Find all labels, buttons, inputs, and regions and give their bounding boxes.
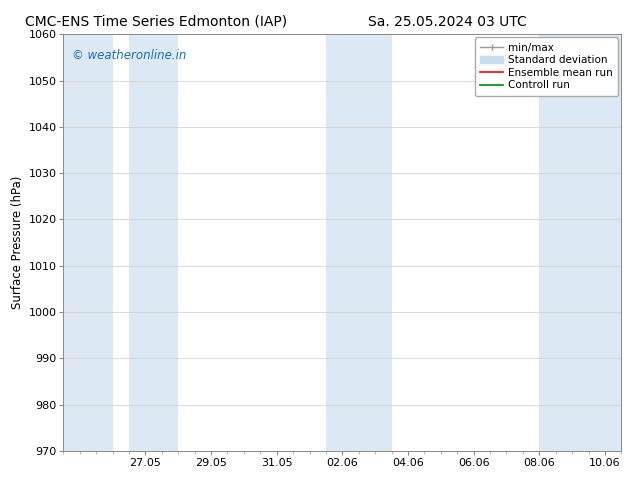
Text: CMC-ENS Time Series Edmonton (IAP): CMC-ENS Time Series Edmonton (IAP) <box>25 15 287 29</box>
Bar <box>326 34 392 451</box>
Bar <box>129 34 178 451</box>
Bar <box>540 34 634 451</box>
Legend: min/max, Standard deviation, Ensemble mean run, Controll run: min/max, Standard deviation, Ensemble me… <box>475 37 618 96</box>
Text: Sa. 25.05.2024 03 UTC: Sa. 25.05.2024 03 UTC <box>368 15 526 29</box>
Y-axis label: Surface Pressure (hPa): Surface Pressure (hPa) <box>11 176 24 309</box>
Bar <box>63 34 113 451</box>
Text: © weatheronline.in: © weatheronline.in <box>72 49 186 62</box>
